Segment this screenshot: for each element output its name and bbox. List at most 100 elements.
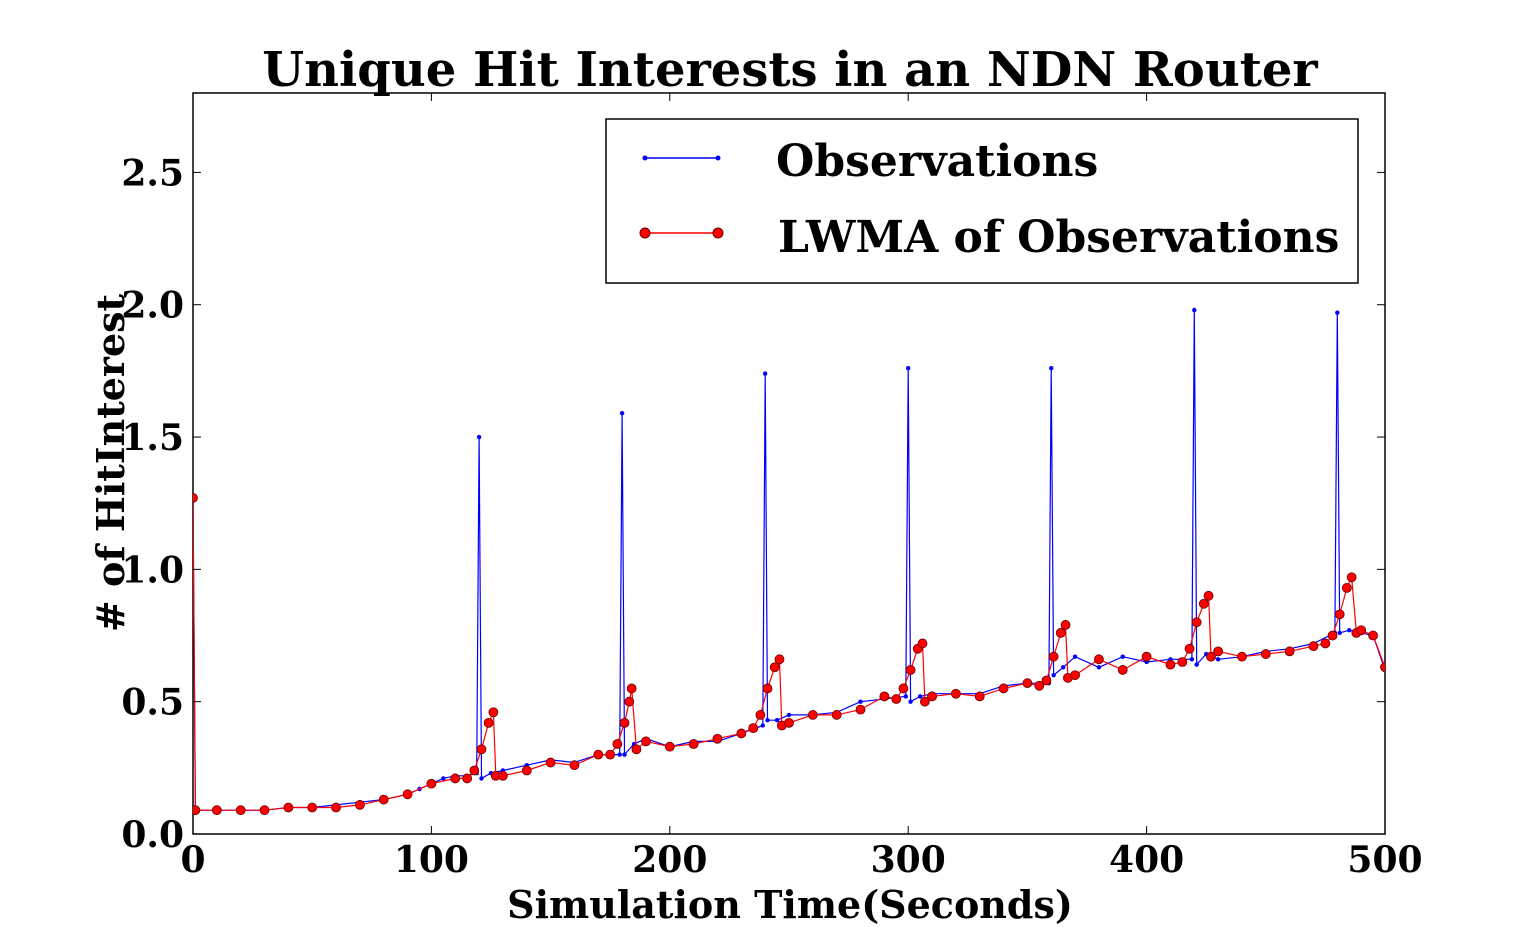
data-point-lwma [307, 802, 318, 813]
data-point-lwma [974, 691, 985, 702]
data-point-observations [762, 371, 768, 376]
data-point-lwma [919, 696, 930, 707]
data-point-lwma [235, 805, 246, 816]
data-point-lwma [1165, 659, 1176, 670]
data-point-lwma [748, 723, 759, 734]
data-point-lwma [1203, 590, 1214, 601]
x-tick-label: 400 [1109, 839, 1184, 881]
data-point-lwma [569, 760, 580, 771]
data-point-lwma [1320, 638, 1331, 649]
data-point-lwma [1334, 609, 1345, 620]
legend: Observations LWMA of Observations [605, 118, 1359, 284]
data-point-lwma [664, 741, 675, 752]
y-axis: 0.0 0.5 1.0 1.5 2.0 2.5 [121, 152, 1385, 856]
data-point-observations [917, 694, 923, 699]
data-point-observations [1194, 662, 1199, 667]
y-axis-label: # of HitInterest [88, 293, 133, 632]
data-point-lwma [1206, 651, 1216, 662]
data-point-lwma [1380, 662, 1385, 673]
data-point-lwma [769, 662, 780, 673]
y-tick-label: 1.0 [121, 549, 184, 591]
data-point-lwma [259, 805, 270, 816]
data-point-lwma [450, 773, 461, 784]
data-point-lwma [593, 749, 604, 760]
data-point-lwma [736, 728, 747, 739]
data-point-lwma [927, 691, 937, 702]
x-tick-label: 100 [394, 839, 469, 881]
data-point-lwma [1356, 625, 1367, 636]
data-point-lwma [1237, 651, 1247, 662]
data-point-lwma [755, 710, 766, 720]
series-line-observations [193, 309, 1385, 811]
data-point-lwma [1284, 646, 1295, 657]
data-point-lwma [483, 717, 494, 728]
data-point-lwma [784, 717, 794, 728]
y-tick-label: 1.5 [121, 417, 184, 459]
data-point-lwma [1117, 665, 1128, 675]
data-point-lwma [469, 765, 480, 776]
x-axis-label: Simulation Time(Seconds) [507, 882, 1073, 927]
data-point-lwma [193, 805, 201, 816]
data-point-observations [622, 752, 627, 757]
data-point-observations [1337, 630, 1342, 636]
data-point-lwma [1048, 651, 1059, 662]
data-point-lwma [1260, 649, 1271, 659]
data-point-lwma [712, 733, 723, 744]
data-point-lwma [774, 654, 785, 665]
data-point-lwma [283, 802, 294, 813]
data-point-lwma [1070, 670, 1080, 681]
data-point-lwma [879, 691, 890, 702]
data-point-lwma [1368, 630, 1378, 641]
data-point-observations [1120, 654, 1125, 659]
data-point-lwma [1198, 598, 1209, 609]
plot-frame [192, 92, 1386, 835]
data-point-lwma [462, 773, 473, 784]
legend-marker-observations [715, 155, 721, 161]
data-point-lwma [624, 696, 635, 707]
data-point-observations [1189, 657, 1195, 662]
data-point-lwma [331, 802, 341, 813]
data-point-lwma [211, 805, 222, 816]
data-point-observations [1335, 310, 1340, 315]
data-point-observations [476, 434, 482, 440]
data-point-lwma [619, 717, 630, 728]
data-point-observations [786, 712, 792, 718]
legend-label-lwma: LWMA of Observations [778, 212, 1339, 263]
x-tick-label: 200 [632, 839, 707, 881]
data-point-observations [617, 752, 622, 757]
data-point-lwma [612, 739, 623, 749]
data-point-lwma [905, 665, 916, 675]
data-point-observations [760, 723, 765, 728]
legend-frame [605, 118, 1359, 284]
chart-title: Unique Hit Interests in an NDN Router [262, 42, 1318, 98]
data-point-observations [1192, 307, 1197, 313]
data-point-lwma [950, 688, 961, 699]
data-point-lwma [688, 739, 699, 749]
data-point-observations [908, 699, 913, 704]
series-line-lwma [193, 497, 1385, 811]
data-point-lwma [488, 707, 499, 718]
plot-area [192, 92, 1386, 835]
data-point-lwma [898, 683, 909, 694]
x-axis: 0 100 200 300 400 500 [180, 93, 1423, 881]
data-point-observations [1215, 657, 1221, 662]
data-point-lwma [1191, 617, 1202, 628]
data-point-lwma [807, 710, 818, 720]
x-tick-label: 300 [871, 839, 946, 881]
x-tick-label: 0 [180, 839, 205, 881]
data-point-lwma [1094, 654, 1104, 665]
data-point-lwma [1213, 646, 1224, 657]
y-tick-label: 0.0 [121, 814, 184, 856]
data-point-lwma [193, 493, 198, 503]
data-point-lwma [626, 683, 637, 694]
data-point-observations [1060, 665, 1066, 670]
data-point-observations [619, 411, 625, 416]
data-point-lwma [1060, 620, 1071, 630]
data-point-lwma [1141, 651, 1152, 662]
data-point-observations [1347, 628, 1352, 633]
data-point-lwma [378, 794, 389, 805]
data-point-lwma [1184, 643, 1195, 654]
data-point-lwma [1055, 627, 1066, 638]
data-point-observations [1051, 673, 1056, 678]
